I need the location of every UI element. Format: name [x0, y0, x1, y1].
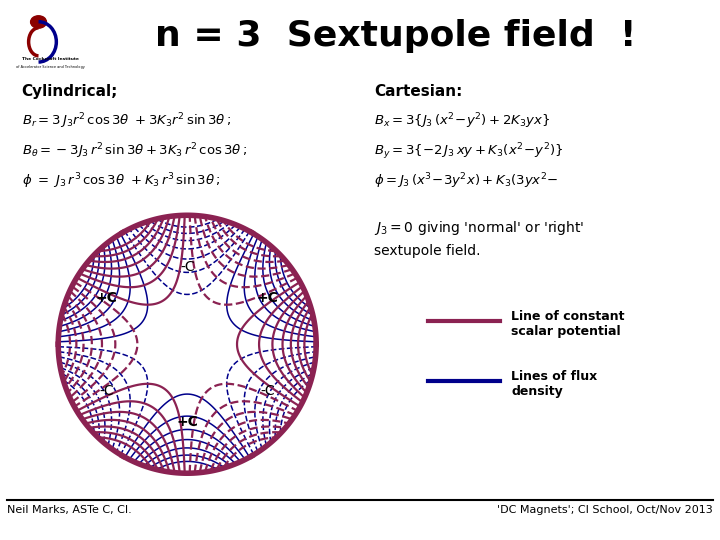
Text: Neil Marks, ASTe C, CI.: Neil Marks, ASTe C, CI. [7, 505, 132, 515]
Text: Line of constant
scalar potential: Line of constant scalar potential [511, 310, 625, 339]
Text: -C: -C [261, 384, 275, 397]
Text: $\phi = J_3\,(x^3\!-\!3y^2 x)+K_3(3yx^2\!-$: $\phi = J_3\,(x^3\!-\!3y^2 x)+K_3(3yx^2\… [374, 171, 559, 191]
Text: $B_\theta = -3J_3\,r^2\,\sin 3\theta+3K_3\,r^2\,\cos 3\theta\,;$: $B_\theta = -3J_3\,r^2\,\sin 3\theta+3K_… [22, 141, 246, 161]
Text: n = 3  Sextupole field  !: n = 3 Sextupole field ! [156, 19, 636, 53]
Text: $J_3 = 0$ giving 'normal' or 'right': $J_3 = 0$ giving 'normal' or 'right' [374, 219, 585, 237]
Circle shape [30, 16, 46, 28]
Text: Cylindrical;: Cylindrical; [22, 84, 118, 99]
Text: The Cockcroft Institute: The Cockcroft Institute [22, 57, 78, 61]
Text: 'DC Magnets'; CI School, Oct/Nov 2013: 'DC Magnets'; CI School, Oct/Nov 2013 [497, 505, 713, 515]
Text: +C: +C [257, 291, 279, 305]
Text: sextupole field.: sextupole field. [374, 244, 481, 258]
Text: -C: -C [99, 384, 114, 397]
Text: $\phi\ =\ J_3\,r^3\,\cos 3\theta\ +K_3\,r^3\,\sin 3\theta\,;$: $\phi\ =\ J_3\,r^3\,\cos 3\theta\ +K_3\,… [22, 171, 220, 191]
Text: -C: -C [180, 260, 194, 274]
Text: Lines of flux
density: Lines of flux density [511, 370, 598, 398]
Text: of Accelerator Science and Technology: of Accelerator Science and Technology [16, 65, 85, 69]
Text: $B_y = 3\{-2\,J_3\,xy + K_3(x^2\!-\!y^2)\}$: $B_y = 3\{-2\,J_3\,xy + K_3(x^2\!-\!y^2)… [374, 141, 564, 162]
Text: $B_x = 3\{J_3\,(x^2\!-\!y^2)+2K_3 yx\}$: $B_x = 3\{J_3\,(x^2\!-\!y^2)+2K_3 yx\}$ [374, 112, 551, 131]
Text: +C: +C [176, 415, 198, 429]
Text: $B_r = 3\,J_3 r^2\,\cos 3\theta\ +3K_3 r^2\,\sin 3\theta\,;$: $B_r = 3\,J_3 r^2\,\cos 3\theta\ +3K_3 r… [22, 112, 230, 131]
Text: Cartesian:: Cartesian: [374, 84, 463, 99]
Text: +C: +C [96, 291, 117, 305]
